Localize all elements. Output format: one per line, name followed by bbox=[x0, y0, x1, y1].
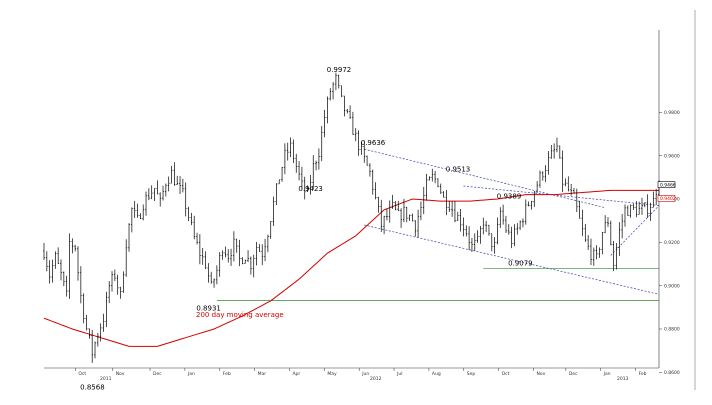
annotations-layer: 0.9972 0.9636 0.9513 0.9423 0.9389 0.9079 0.89… bbox=[80, 66, 532, 391]
x-tick-label: Jun bbox=[361, 371, 369, 377]
annotation-label: 0.9423 bbox=[298, 185, 323, 193]
x-tick-label: Sep bbox=[467, 371, 476, 377]
x-tick-label: Jan bbox=[603, 371, 611, 377]
last-price-badge-label: 0.9402 bbox=[660, 196, 676, 202]
y-tick-label: 0.9200 bbox=[664, 240, 680, 246]
x-tick-label: Dec bbox=[153, 371, 162, 377]
last-price-badge bbox=[657, 195, 676, 202]
trendline-3 bbox=[610, 205, 660, 256]
ma200-label: 200 day moving average bbox=[196, 311, 284, 319]
annotation-label: 0.8931 bbox=[196, 305, 221, 313]
annotation-label: 0.8568 bbox=[80, 383, 105, 391]
y-tick-label: 0.8600 bbox=[664, 370, 680, 376]
price-layer bbox=[43, 72, 660, 363]
x-tick-label: Feb bbox=[223, 371, 231, 377]
x-tick-label: Jan bbox=[187, 371, 195, 377]
x-tick-label: Nov bbox=[536, 371, 545, 377]
y-tick-label: 0.9800 bbox=[664, 110, 680, 116]
x-tick-label: Feb bbox=[639, 371, 647, 377]
x-tick-label: Nov bbox=[116, 371, 125, 377]
last-price-badge bbox=[657, 181, 676, 188]
annotation-label: 0.9079 bbox=[508, 260, 533, 268]
x-tick-label: Oct bbox=[78, 371, 86, 377]
trendline-2 bbox=[463, 185, 660, 206]
year-label: 2013 bbox=[617, 376, 629, 382]
annotation-label: 0.9972 bbox=[327, 66, 352, 74]
x-tick-label: Dec bbox=[569, 371, 578, 377]
trendlines-layer bbox=[216, 148, 660, 301]
x-tick-label: Oct bbox=[502, 371, 510, 377]
last-price-badge-label: 0.9466 bbox=[660, 182, 676, 188]
trendline-1 bbox=[364, 224, 660, 295]
annotation-label: 0.9389 bbox=[497, 192, 521, 200]
axes-layer: 0.98000.96000.94000.92000.90000.88000.86… bbox=[75, 110, 680, 382]
annotation-label: 0.9513 bbox=[446, 166, 471, 174]
trendline-0 bbox=[364, 148, 606, 209]
y-tick-label: 0.8800 bbox=[664, 327, 680, 333]
y-tick-label: 0.9000 bbox=[664, 283, 680, 289]
ma200-layer bbox=[43, 189, 659, 347]
x-tick-label: Apr bbox=[292, 371, 300, 377]
year-label: 2011 bbox=[100, 376, 112, 382]
x-tick-label: Aug bbox=[432, 371, 441, 377]
x-tick-label: May bbox=[327, 371, 337, 377]
year-label: 2012 bbox=[370, 376, 382, 382]
x-tick-label: Jul bbox=[396, 371, 402, 377]
x-tick-label: Mar bbox=[258, 371, 267, 377]
y-tick-label: 0.9600 bbox=[664, 153, 680, 159]
ma200-line bbox=[43, 189, 659, 347]
annotation-label: 0.9636 bbox=[361, 139, 386, 147]
plot-frame bbox=[44, 30, 659, 368]
